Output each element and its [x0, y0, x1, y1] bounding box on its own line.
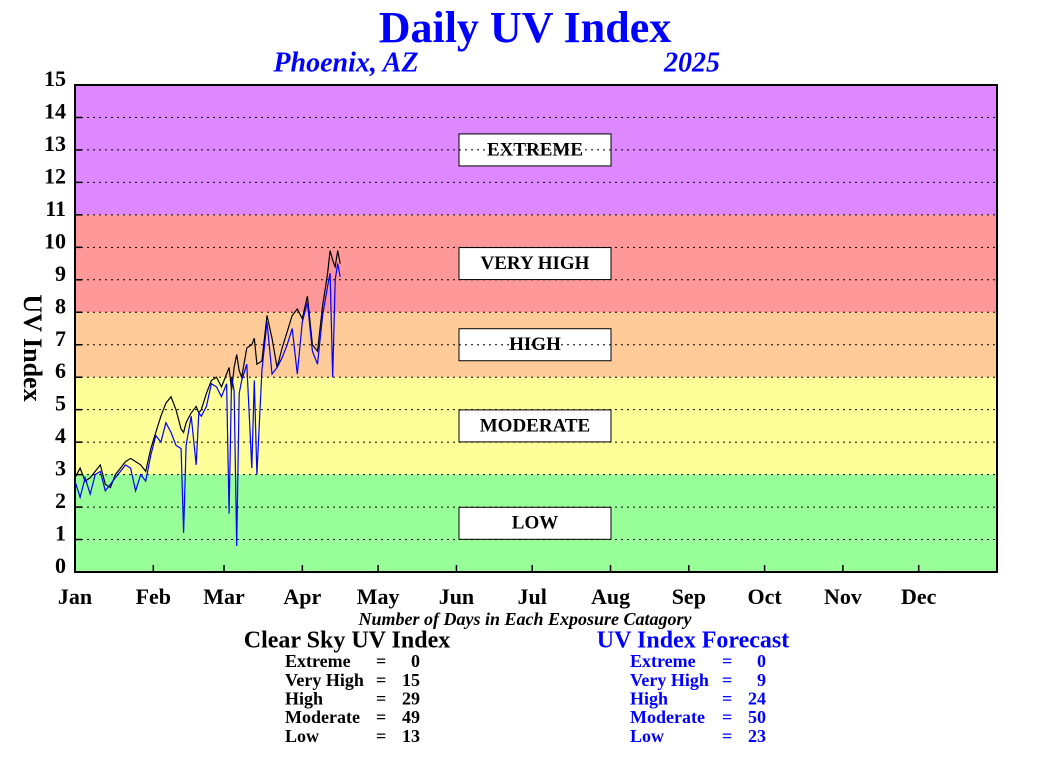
- x-tick-label: Dec: [901, 584, 937, 609]
- series-line: [74, 263, 341, 547]
- y-tick-label: 11: [45, 196, 66, 221]
- counts-separator: =: [722, 707, 732, 727]
- counts-value: 50: [748, 707, 766, 727]
- counts-value: 13: [402, 726, 420, 746]
- y-tick-label: 0: [55, 553, 66, 578]
- y-tick-label: 6: [55, 358, 66, 383]
- chart-subtitle: Phoenix, AZ: [272, 47, 418, 78]
- x-tick-label: Apr: [283, 584, 321, 609]
- chart-year: 2025: [663, 47, 720, 78]
- counts-label: Extreme: [630, 651, 696, 671]
- y-tick-label: 3: [55, 456, 66, 481]
- counts-label: High: [285, 689, 323, 709]
- counts-label: Very High: [285, 670, 364, 690]
- x-tick-label: Aug: [591, 584, 630, 609]
- counts-value: 49: [402, 707, 420, 727]
- y-tick-label: 9: [55, 261, 66, 286]
- counts-separator: =: [376, 689, 386, 709]
- counts-value: 29: [402, 689, 420, 709]
- counts-title: Number of Days in Each Exposure Catagory: [357, 609, 692, 629]
- y-tick-label: 14: [44, 99, 66, 124]
- x-tick-label: Mar: [203, 584, 245, 609]
- y-tick-label: 15: [44, 66, 66, 91]
- counts-value: 24: [748, 689, 766, 709]
- counts-header: UV Index Forecast: [597, 628, 789, 654]
- y-axis-label: UV Index: [18, 294, 47, 401]
- counts-separator: =: [722, 651, 732, 671]
- band-label-box: [458, 247, 612, 281]
- band-label: HIGH: [509, 334, 561, 355]
- counts-separator: =: [376, 651, 386, 671]
- y-tick-label: 2: [55, 488, 66, 513]
- counts-label: Low: [285, 726, 319, 746]
- band-label-box: [458, 409, 612, 443]
- y-tick-label: 12: [44, 163, 66, 188]
- counts-separator: =: [376, 670, 386, 690]
- chart-title: Daily UV Index: [379, 3, 672, 52]
- x-tick-label: Nov: [824, 584, 862, 609]
- counts-value: 15: [402, 670, 420, 690]
- x-tick-label: Jul: [518, 584, 547, 609]
- y-tick-label: 7: [55, 326, 66, 351]
- y-tick-label: 8: [55, 293, 66, 318]
- y-tick-label: 1: [55, 521, 66, 546]
- counts-header: Clear Sky UV Index: [244, 628, 450, 654]
- x-tick-label: Jun: [439, 584, 474, 609]
- counts-value: 0: [411, 651, 420, 671]
- y-tick-label: 10: [44, 228, 66, 253]
- counts-separator: =: [376, 726, 386, 746]
- counts-separator: =: [722, 726, 732, 746]
- counts-label: Moderate: [630, 707, 705, 727]
- x-tick-label: Feb: [136, 584, 171, 609]
- band-label: LOW: [512, 513, 558, 534]
- counts-separator: =: [376, 707, 386, 727]
- counts-value: 23: [748, 726, 766, 746]
- band-label-box: [458, 506, 612, 540]
- counts-label: High: [630, 689, 668, 709]
- x-tick-label: Jan: [58, 584, 92, 609]
- x-tick-label: Sep: [672, 584, 706, 609]
- band-label: MODERATE: [480, 415, 590, 436]
- counts-label: Moderate: [285, 707, 360, 727]
- counts-label: Extreme: [285, 651, 351, 671]
- band-label: VERY HIGH: [481, 253, 590, 274]
- band-label: EXTREME: [487, 139, 583, 160]
- x-tick-label: Oct: [748, 584, 783, 609]
- y-tick-label: 4: [55, 423, 66, 448]
- counts-value: 9: [757, 670, 766, 690]
- counts-label: Very High: [630, 670, 709, 690]
- counts-separator: =: [722, 670, 732, 690]
- y-tick-label: 13: [44, 131, 66, 156]
- plot-frame: [74, 84, 998, 573]
- series-line: [74, 250, 341, 489]
- x-tick-label: May: [357, 584, 400, 609]
- counts-separator: =: [722, 689, 732, 709]
- y-tick-label: 5: [55, 391, 66, 416]
- counts-label: Low: [630, 726, 664, 746]
- counts-value: 0: [757, 651, 766, 671]
